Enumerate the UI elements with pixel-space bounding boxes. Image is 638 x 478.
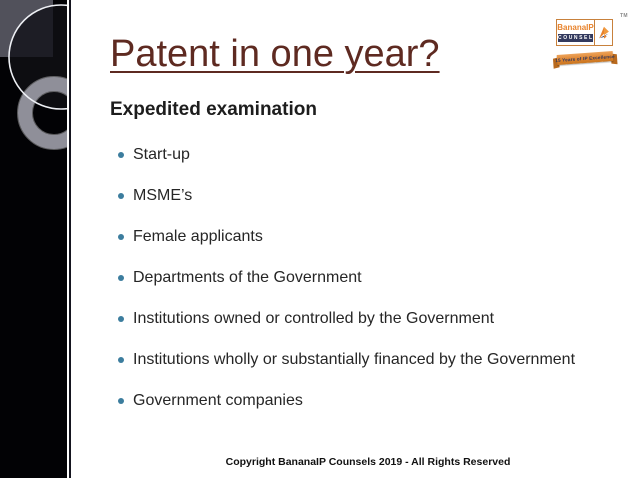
list-item: MSME’s [118,187,638,204]
ribbon-text: 15 Years of IP Excellence [555,53,615,63]
list-item: Female applicants [118,228,638,245]
divider-line [69,0,71,478]
bullet-dot-icon [118,275,124,282]
list-item-text: Departments of the Government [133,269,362,287]
bullet-dot-icon [118,357,124,364]
bullet-dot-icon [118,193,124,200]
ring-inner-outline [32,91,67,135]
bullet-dot-icon [118,316,124,323]
list-item-text: Institutions owned or controlled by the … [133,310,495,328]
sidebar-decoration [0,0,67,478]
list-item-text: Start-up [133,146,190,164]
slide-content: Patent in one year? Expedited examinatio… [71,0,638,478]
logo-wordmark: BananaIP COUNSELS [557,20,599,45]
bullet-dot-icon [118,234,124,241]
page-title: Patent in one year? [110,33,440,75]
bullet-dot-icon [118,152,124,159]
bird-icon [594,20,612,45]
list-item: Institutions wholly or substantially fin… [118,351,638,368]
bullet-dot-icon [118,398,124,405]
circle-outline-shape [8,4,67,110]
ribbon-band: 15 Years of IP Excellence [555,51,615,65]
leaf-shape [8,5,53,58]
section-heading: Expedited examination [110,98,317,120]
trademark-symbol: TM [620,13,628,19]
brand-logo: TM BananaIP COUNSELS 15 Years of IP Exce… [550,12,634,70]
brand-name: BananaIP [557,23,594,32]
brand-subname: COUNSELS [558,34,599,42]
list-item: Government companies [118,392,638,409]
logo-box: BananaIP COUNSELS [556,19,613,46]
list-item: Start-up [118,146,638,163]
list-item-text: Female applicants [133,228,263,246]
ring-outer-outline [17,76,67,150]
sidebar-art [0,0,67,478]
ring-shape [18,77,67,149]
bullet-list: Start-up MSME’s Female applicants Depart… [118,146,638,409]
ribbon-banner: 15 Years of IP Excellence [553,51,618,65]
list-item: Institutions owned or controlled by the … [118,310,638,327]
list-item: Departments of the Government [118,269,638,286]
footer-copyright: Copyright BananaIP Counsels 2019 - All R… [225,456,511,468]
list-item-text: Government companies [133,392,303,410]
list-item-text: MSME’s [133,187,193,205]
list-item-text: Institutions wholly or substantially fin… [133,351,576,369]
